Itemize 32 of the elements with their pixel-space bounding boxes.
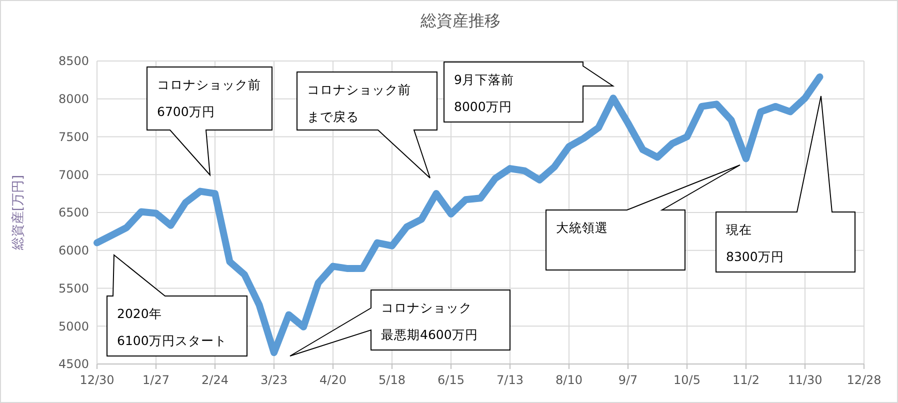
x-tick-label: 7/13 — [496, 373, 524, 387]
y-tick-label: 6500 — [58, 206, 89, 220]
x-tick-label: 11/2 — [732, 373, 760, 387]
x-tick-label: 1/27 — [142, 373, 170, 387]
annotation: 2020年6100万円スタート — [117, 306, 227, 348]
x-tick-label: 10/5 — [674, 373, 700, 387]
chart-title: 総資産推移 — [420, 11, 500, 30]
x-tick-label: 6/15 — [438, 373, 464, 387]
x-tick-label: 2/24 — [202, 373, 228, 387]
x-tick-label: 11/30 — [788, 373, 822, 387]
annotation: コロナショック最悪期4600万円 — [381, 300, 478, 342]
y-tick-label: 7500 — [58, 130, 89, 144]
x-tick-label: 3/23 — [260, 373, 288, 387]
annotation: 9月下落前8000万円 — [454, 72, 514, 114]
y-tick-label: 4500 — [58, 357, 89, 372]
annotation: 現在8300万円 — [726, 222, 784, 264]
annotation: コロナショック前まで戻る — [307, 82, 411, 124]
x-tick-label: 9/7 — [618, 373, 638, 387]
y-tick-label: 8000 — [58, 92, 89, 106]
x-tick-label: 4/20 — [320, 373, 346, 387]
y-tick-label: 5000 — [58, 319, 89, 334]
annotation: コロナショック前6700万円 — [157, 77, 261, 119]
y-tick-label: 8500 — [58, 54, 89, 68]
x-tick-label: 8/10 — [556, 373, 582, 387]
y-tick-label: 7000 — [58, 168, 89, 182]
x-tick-label: 5/18 — [378, 373, 406, 387]
y-axis-title: 総資産[万円] — [10, 174, 26, 252]
x-tick-label: 12/30 — [80, 373, 114, 387]
x-tick-label: 12/28 — [846, 373, 882, 387]
annotation: 大統領選 — [556, 220, 608, 235]
y-tick-label: 6000 — [58, 244, 89, 258]
y-tick-label: 5500 — [58, 281, 89, 296]
